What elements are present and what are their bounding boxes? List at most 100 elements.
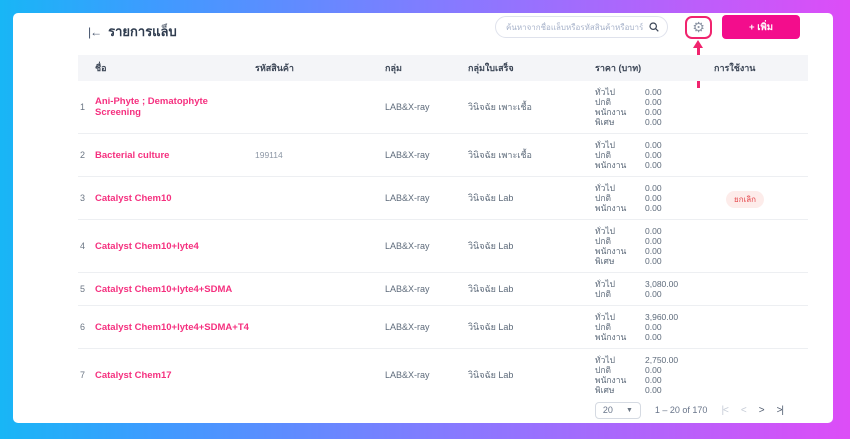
row-number: 2 [80,150,86,160]
main-card: |← รายการแล็บ ⚙ + เพิ่ม ชื่อ รหัสสินค้า … [13,13,833,423]
gear-icon[interactable]: ⚙ [692,19,705,35]
price-value: 0.00 [645,236,662,246]
price-value: 0.00 [645,246,662,256]
price-value: 0.00 [645,322,662,332]
pagination-bar: 20 ▼ 1 – 20 of 170 |< < > >| [594,401,785,419]
table-header-row: ชื่อ รหัสสินค้า กลุ่ม กลุ่มใบเสร็จ ราคา … [78,55,808,81]
receipt-group-cell: วินิจฉัย Lab [468,322,514,332]
receipt-group-cell: วินิจฉัย Lab [468,284,514,294]
receipt-group-cell: วินิจฉัย Lab [468,193,514,203]
add-button[interactable]: + เพิ่ม [722,15,800,39]
price-label: พิเศษ [595,117,615,127]
price-value: 0.00 [645,183,662,193]
price-label: ทั่วไป [595,183,616,193]
header-receipt-group: กลุ่มใบเสร็จ [468,63,514,73]
lab-name-link[interactable]: Catalyst Chem10 [95,192,172,204]
price-value: 0.00 [645,289,662,299]
pagination-range-label: 1 – 20 of 170 [654,405,708,415]
search-input[interactable] [504,21,645,33]
price-value: 0.00 [645,385,662,395]
group-cell: LAB&X-ray [385,322,430,332]
price-value: 0.00 [645,226,662,236]
group-cell: LAB&X-ray [385,102,430,112]
price-label: ทั่วไป [595,355,616,365]
receipt-group-cell: วินิจฉัย เพาะเชื้อ [468,150,532,160]
price-label: ปกติ [595,236,612,246]
price-value: 0.00 [645,140,662,150]
price-value: 0.00 [645,332,662,342]
price-label: ทั่วไป [595,87,616,97]
price-value: 0.00 [645,160,662,170]
price-value: 0.00 [645,375,662,385]
price-label: พนักงาน [595,246,627,256]
table-row: 1 Ani-Phyte ; Dematophyte Screening LAB&… [78,81,808,134]
search-icon[interactable] [649,22,659,32]
table-row: 2 Bacterial culture 199114 LAB&X-ray วิน… [78,134,808,177]
lab-name-link[interactable]: Catalyst Chem17 [95,369,172,381]
page-size-select[interactable]: 20 ▼ [594,401,641,419]
table-row: 4 Catalyst Chem10+lyte4 LAB&X-ray วินิจฉ… [78,220,808,273]
row-number: 1 [80,102,86,112]
price-label: พิเศษ [595,385,615,395]
price-value: 0.00 [645,150,662,160]
price-label: พนักงาน [595,160,627,170]
next-page-icon[interactable]: > [758,404,765,416]
lab-name-link[interactable]: Ani-Phyte ; Dematophyte Screening [95,96,208,118]
row-number: 4 [80,241,86,251]
lab-name-link[interactable]: Catalyst Chem10+lyte4+SDMA+T4 [95,321,249,333]
lab-name-link[interactable]: Bacterial culture [95,149,170,161]
status-badge: ยกเลิก [726,190,765,208]
collapse-sidebar-icon[interactable]: |← [88,24,102,39]
product-code: 199114 [255,150,283,160]
header-code: รหัสสินค้า [255,63,294,73]
price-cell: ทั่วไป 0.00 ปกติ 0.00 พนักงาน 0.00 พิเศษ 0.0… [595,87,700,127]
header-usage: การใช้งาน [714,63,756,73]
lab-name-link[interactable]: Catalyst Chem10+lyte4+SDMA [95,283,233,295]
price-cell: ทั่วไป 2,750.00 ปกติ 0.00 พนักงาน 0.00 พิเศ… [595,355,700,395]
price-value: 0.00 [645,117,662,127]
price-label: พนักงาน [595,375,627,385]
row-number: 7 [80,370,86,380]
header-group: กลุ่ม [385,63,402,73]
group-cell: LAB&X-ray [385,150,430,160]
table-row: 6 Catalyst Chem10+lyte4+SDMA+T4 LAB&X-ra… [78,306,808,349]
price-label: ปกติ [595,97,612,107]
page-size-value: 20 [602,405,613,415]
first-page-icon[interactable]: |< [721,404,729,416]
group-cell: LAB&X-ray [385,284,430,294]
search-box[interactable] [495,16,668,38]
annotation-highlight-box: ⚙ [685,15,712,39]
price-cell: ทั่วไป 3,080.00 ปกติ 0.00 [595,279,700,299]
page-title-text: รายการแล็บ [108,24,177,39]
price-value: 0.00 [645,256,662,266]
group-cell: LAB&X-ray [385,193,430,203]
price-value: 3,080.00 [645,279,679,289]
group-cell: LAB&X-ray [385,370,430,380]
receipt-group-cell: วินิจฉัย เพาะเชื้อ [468,102,532,112]
header-name: ชื่อ [95,63,107,73]
last-page-icon[interactable]: >| [776,404,785,416]
table-row: 3 Catalyst Chem10 LAB&X-ray วินิจฉัย Lab… [78,177,808,220]
price-label: ทั่วไป [595,140,616,150]
price-value: 0.00 [645,193,662,203]
lab-name-link[interactable]: Catalyst Chem10+lyte4 [95,240,199,252]
price-label: ทั่วไป [595,226,616,236]
price-label: ทั่วไป [595,279,616,289]
price-label: ปกติ [595,365,612,375]
usage-cell: ยกเลิก [700,189,808,208]
price-label: ปกติ [595,193,612,203]
price-value: 0.00 [645,365,662,375]
price-value: 0.00 [645,87,662,97]
price-cell: ทั่วไป 0.00 ปกติ 0.00 พนักงาน 0.00 [595,140,700,170]
page-title: |← รายการแล็บ [88,21,177,42]
price-value: 0.00 [645,107,662,117]
chevron-down-icon: ▼ [625,406,633,414]
price-label: ปกติ [595,289,612,299]
price-label: ทั่วไป [595,312,616,322]
price-value: 3,960.00 [645,312,679,322]
lab-table: ชื่อ รหัสสินค้า กลุ่ม กลุ่มใบเสร็จ ราคา … [78,55,808,401]
prev-page-icon[interactable]: < [740,404,747,416]
price-value: 2,750.00 [645,355,679,365]
receipt-group-cell: วินิจฉัย Lab [468,370,514,380]
price-value: 0.00 [645,97,662,107]
